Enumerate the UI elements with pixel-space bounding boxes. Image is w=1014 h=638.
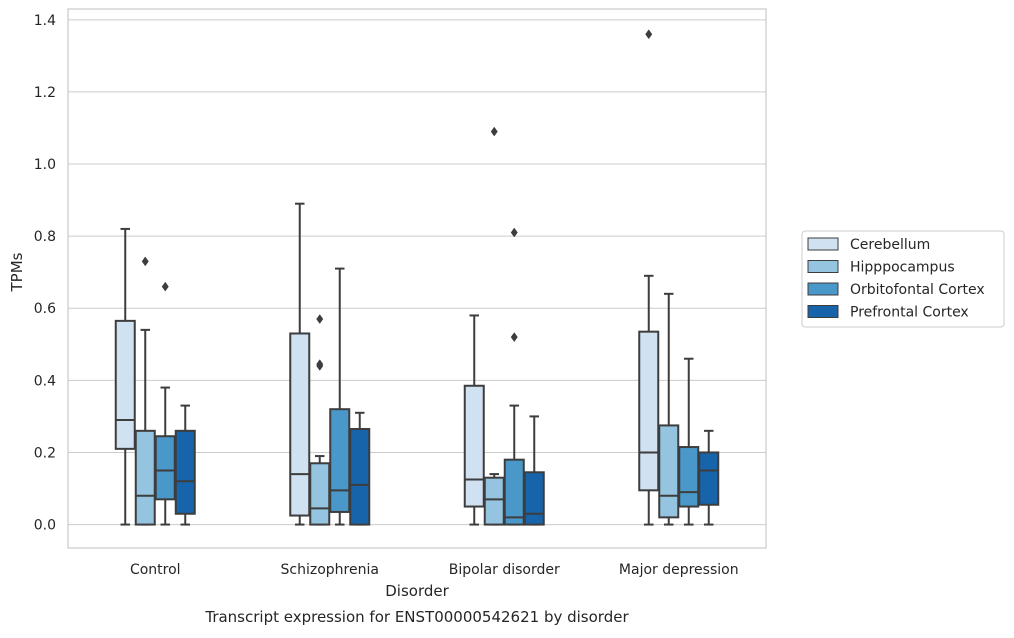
box-group <box>523 415 545 526</box>
box-group <box>658 292 680 526</box>
x-tick-label: Major depression <box>619 562 739 578</box>
y-tick-label: 1.2 <box>34 85 56 101</box>
y-tick-label: 1.4 <box>34 13 56 29</box>
y-tick-label: 0.0 <box>34 518 56 534</box>
box-group <box>678 357 700 526</box>
legend-label: Cerebellum <box>850 237 930 253</box>
axis-layer: 0.0 0.2 0.4 0.6 0.8 1.0 1.2 1.4 Control Schizophr… <box>34 8 767 578</box>
box-iqr <box>114 319 136 450</box>
box-group <box>309 314 331 526</box>
box-iqr <box>349 428 371 526</box>
box-group <box>483 126 505 526</box>
legend-frame <box>801 230 1005 328</box>
box-iqr <box>523 471 545 526</box>
box-iqr <box>483 476 505 526</box>
plot-frame <box>67 8 767 549</box>
legend-swatch <box>807 260 839 273</box>
box-iqr <box>289 332 311 517</box>
box-group <box>174 404 196 526</box>
box-iqr <box>309 462 331 526</box>
box-group <box>638 29 660 526</box>
x-tick-label: Schizophrenia <box>281 562 379 578</box>
box-iqr <box>463 384 485 508</box>
legend-label: Hipppocampus <box>850 260 955 276</box>
x-tick-label: Control <box>130 562 181 578</box>
box-group <box>289 202 311 526</box>
y-tick-label: 1.0 <box>34 157 56 173</box>
box-iqr <box>503 458 525 526</box>
legend-label: Prefrontal Cortex <box>850 305 969 321</box>
outlier-point <box>316 359 324 370</box>
box-group <box>114 227 136 526</box>
box-iqr <box>678 446 700 508</box>
box-iqr <box>638 330 660 492</box>
y-axis-title: TPMs <box>8 252 26 292</box>
x-tick-label: Bipolar disorder <box>449 562 560 578</box>
box-group <box>698 429 720 526</box>
y-tick-label: 0.4 <box>34 373 56 389</box>
box-iqr <box>658 424 680 519</box>
legend-swatch <box>807 237 839 251</box>
chart-caption: Transcript expression for ENST0000054262… <box>204 608 629 626</box>
outlier-point <box>161 281 169 292</box>
box-group <box>349 411 371 526</box>
y-tick-label: 0.8 <box>34 229 56 245</box>
outlier-point <box>510 332 518 342</box>
box-group <box>463 314 485 526</box>
outlier-point <box>490 126 498 137</box>
legend: Cerebellum Hipppocampus Orbitofontal Corte… <box>801 230 1005 328</box>
box-iqr <box>154 435 176 501</box>
legend-label: Orbitofontal Cortex <box>850 282 985 298</box>
y-tick-label: 0.2 <box>34 445 56 461</box>
outlier-point <box>141 256 149 267</box>
box-iqr <box>329 408 351 513</box>
x-axis-title: Disorder <box>385 582 449 600</box>
box-group <box>134 256 156 526</box>
box-layer <box>114 29 720 526</box>
outlier-point <box>645 29 653 40</box>
box-group <box>503 227 525 526</box>
box-iqr <box>134 429 156 526</box>
legend-swatch <box>807 282 839 296</box>
y-tick-label: 0.6 <box>34 301 56 317</box>
box-iqr <box>174 429 196 515</box>
outlier-point <box>316 314 324 324</box>
box-group <box>154 281 176 526</box>
legend-swatch <box>807 305 839 318</box>
box-iqr <box>698 451 720 506</box>
box-group <box>329 267 351 526</box>
outlier-point <box>510 227 518 238</box>
